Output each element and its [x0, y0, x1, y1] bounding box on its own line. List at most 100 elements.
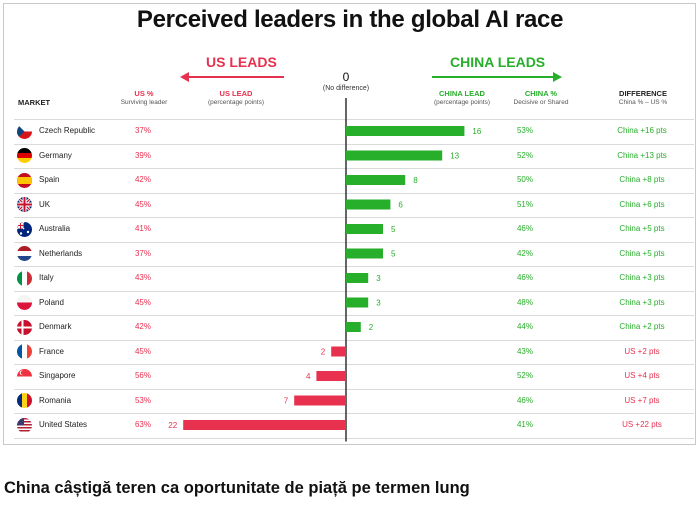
- row-divider: [14, 192, 694, 194]
- difference-value: US +2 pts: [624, 346, 660, 356]
- us-pct-value: 63%: [134, 420, 151, 429]
- market-label: Poland: [39, 297, 64, 307]
- us-pct-value: 43%: [134, 273, 151, 282]
- difference-value: China +5 pts: [619, 224, 665, 233]
- china-pct-column-header: CHINA % Decisive or Shared: [505, 89, 577, 107]
- market-label: Netherlands: [39, 248, 83, 258]
- china-lead-bar: [346, 273, 369, 283]
- china-pct-value: 53%: [516, 126, 533, 135]
- row-divider: [14, 413, 694, 414]
- china-lead-bar: [346, 175, 406, 185]
- china-lead-column-header: CHINA LEAD (percentage points): [422, 89, 502, 107]
- market-label: Denmark: [39, 322, 72, 331]
- bar-value-label: 16: [472, 127, 481, 136]
- us-lead-column-header: US LEAD (percentage points): [196, 89, 276, 107]
- china-lead-bar: [346, 150, 443, 161]
- difference-header-sublabel: China % – US %: [618, 99, 668, 106]
- china-pct-value: 46%: [516, 395, 533, 405]
- difference-value: US +7 pts: [624, 395, 660, 405]
- bar-value-label: 2: [369, 323, 374, 332]
- china-pct-value: 44%: [516, 322, 533, 331]
- market-label: France: [39, 346, 64, 356]
- row-divider: [14, 388, 694, 390]
- bar-value-label: 5: [391, 250, 396, 259]
- china-pct-value: 52%: [516, 150, 533, 160]
- market-label: Spain: [39, 175, 60, 184]
- china-lead-bar: [346, 199, 391, 210]
- china-lead-bar: [346, 297, 369, 308]
- flag-romania-icon: [17, 393, 32, 408]
- market-column-header: MARKET: [18, 98, 51, 107]
- bar-value-label: 5: [391, 225, 396, 234]
- difference-value: China +2 pts: [619, 322, 665, 331]
- row-divider: [14, 315, 694, 316]
- china-leads-heading: CHINA LEADS: [450, 54, 546, 70]
- china-pct-value: 46%: [516, 224, 533, 233]
- difference-value: China +5 pts: [619, 248, 665, 258]
- row-divider: [14, 266, 694, 267]
- market-label: Australia: [39, 224, 71, 233]
- bar-value-label: 3: [376, 299, 381, 308]
- china-pct-value: 43%: [516, 346, 533, 356]
- us-pct-value: 56%: [134, 371, 151, 380]
- flag-france-icon: [17, 344, 32, 359]
- difference-value: China +6 pts: [619, 199, 665, 209]
- market-label: Romania: [39, 395, 72, 405]
- flag-netherlands-icon: [17, 246, 32, 261]
- flag-germany-icon: [17, 148, 32, 163]
- zero-label: 0: [342, 70, 350, 84]
- flag-denmark-icon: [17, 319, 32, 335]
- china-pct-header-label: CHINA %: [524, 89, 558, 98]
- china-pct-value: 50%: [516, 175, 533, 184]
- market-label: Germany: [39, 150, 72, 160]
- row-divider: [14, 437, 694, 439]
- difference-value: China +8 pts: [619, 175, 665, 184]
- us-lead-header-label: US LEAD: [219, 89, 253, 98]
- row-divider: [14, 290, 694, 292]
- us-pct-column-header: US % Surviving leader: [110, 89, 178, 107]
- china-lead-bar: [346, 126, 465, 136]
- market-label: United States: [39, 420, 88, 429]
- flag-poland-icon: [17, 295, 32, 310]
- row-divider: [14, 143, 694, 145]
- us-pct-header-sublabel: Surviving leader: [120, 99, 168, 106]
- china-pct-value: 51%: [516, 199, 533, 209]
- us-lead-bar: [183, 420, 346, 430]
- us-pct-value: 42%: [134, 322, 151, 331]
- market-label: Singapore: [39, 371, 76, 380]
- difference-value: US +22 pts: [622, 420, 662, 429]
- row-divider: [14, 241, 694, 243]
- us-pct-header-label: US %: [134, 89, 154, 98]
- china-lead-header-sublabel: (percentage points): [433, 99, 490, 106]
- flag-singapore-icon: [17, 368, 32, 384]
- arrow-left-icon: [180, 72, 284, 82]
- us-lead-bar: [316, 371, 346, 381]
- china-lead-bar: [346, 248, 383, 259]
- us-pct-value: 41%: [134, 224, 151, 233]
- flag-spain-icon: [17, 172, 32, 188]
- china-pct-value: 48%: [516, 297, 533, 307]
- bar-value-label: 13: [450, 152, 459, 161]
- china-pct-value: 42%: [516, 248, 533, 258]
- us-lead-bar: [331, 346, 346, 357]
- flag-uk-icon: [17, 197, 32, 212]
- flag-usa-icon: [17, 417, 32, 433]
- us-pct-value: 45%: [134, 297, 151, 307]
- us-pct-value: 39%: [134, 150, 151, 160]
- bar-value-label: 22: [168, 421, 177, 430]
- row-divider: [14, 168, 694, 169]
- row-divider: [14, 339, 694, 341]
- flag-czech-icon: [17, 123, 32, 139]
- us-pct-value: 42%: [134, 175, 151, 184]
- market-label: UK: [39, 199, 51, 209]
- china-pct-value: 52%: [516, 371, 533, 380]
- china-lead-header-label: CHINA LEAD: [439, 89, 485, 98]
- arrow-right-icon: [432, 72, 562, 82]
- difference-value: China +13 pts: [617, 150, 667, 160]
- us-pct-value: 53%: [134, 395, 151, 405]
- difference-value: China +3 pts: [619, 297, 665, 307]
- china-lead-bar: [346, 322, 361, 332]
- row-divider: [14, 217, 694, 218]
- bar-value-label: 8: [413, 176, 418, 185]
